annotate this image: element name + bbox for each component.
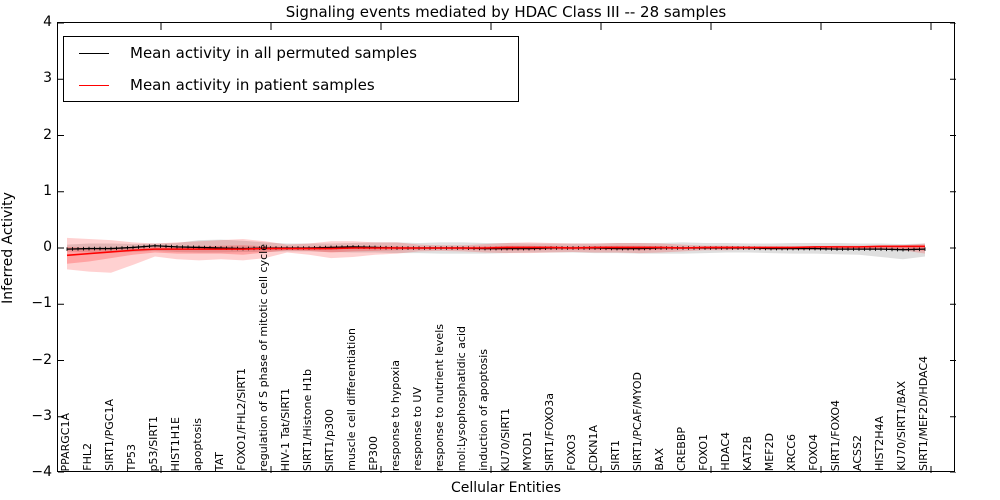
entity-label: SIRT1/PCAF/MYOD: [631, 371, 644, 471]
entity-label: muscle cell differentiation: [345, 328, 358, 471]
entity-label: SIRT1/MEF2D/HDAC4: [917, 356, 930, 471]
entity-label: SIRT1: [609, 440, 622, 471]
y-tick-label: 3: [43, 70, 52, 87]
legend-label: Mean activity in patient samples: [130, 76, 375, 94]
entity-label: MEF2D: [763, 432, 776, 471]
y-tick-label: 4: [43, 14, 52, 30]
entity-label: HIST1H1E: [169, 416, 182, 471]
patient-samples-band-inner: [67, 245, 925, 264]
entity-label: apoptosis: [191, 418, 204, 471]
entity-label: TAT: [213, 451, 226, 471]
entity-label: ACSS2: [851, 435, 864, 471]
entity-label: SIRT1/p300: [323, 408, 336, 471]
entity-label: regulation of S phase of mitotic cell cy…: [257, 243, 270, 471]
legend: Mean activity in all permuted samples Mea…: [63, 36, 519, 102]
legend-entry: Mean activity in patient samples: [64, 69, 518, 101]
entity-label: FOXO3: [565, 434, 578, 471]
y-tick-label: −4: [31, 464, 52, 480]
y-tick-label: −3: [31, 407, 52, 424]
entity-label: induction of apoptosis: [477, 349, 490, 471]
entity-label: XRCC6: [785, 434, 798, 471]
x-axis-label: Cellular Entities: [450, 480, 562, 496]
entity-label: HDAC4: [719, 432, 732, 471]
entity-label: FOXO1: [697, 434, 710, 471]
legend-line-sample: [79, 84, 109, 86]
entity-label: mol:Lysophosphatidic acid: [455, 325, 468, 471]
entity-label: KU70/SIRT1: [499, 407, 512, 471]
legend-line-sample: [79, 52, 109, 54]
legend-entry: Mean activity in all permuted samples: [64, 37, 518, 69]
entity-label: CDKN1A: [587, 424, 600, 471]
entity-label: KU70/SIRT1/BAX: [895, 381, 908, 471]
patient-mean-line: [66, 245, 925, 257]
entity-label: p53/SIRT1: [147, 415, 160, 471]
entity-label: BAX: [653, 448, 666, 471]
plot-canvas: [58, 23, 956, 473]
y-axis-label: Inferred Activity: [0, 192, 16, 304]
entity-label: HIV-1 Tat/SIRT1: [279, 387, 292, 471]
entity-label: SIRT1/FOXO4: [829, 399, 842, 471]
entity-label: CREBBP: [675, 427, 688, 471]
y-tick-label: −1: [31, 295, 52, 312]
legend-label: Mean activity in all permuted samples: [130, 44, 417, 62]
entity-label: FHL2: [81, 443, 94, 471]
entity-label: SIRT1/PGC1A: [103, 399, 116, 471]
y-tick-label: −2: [31, 351, 52, 368]
entity-label: SIRT1/FOXO3a: [543, 392, 556, 471]
entity-label: response to hypoxia: [389, 359, 402, 471]
y-tick-label: 0: [43, 239, 52, 255]
entity-label: HIST2H4A: [873, 415, 886, 471]
entity-label: FOXO4: [807, 434, 820, 471]
entity-label: KAT2B: [741, 436, 754, 471]
entity-label: SIRT1/Histone H1b: [301, 368, 314, 471]
entity-label: FOXO1/FHL2/SIRT1: [235, 368, 248, 471]
y-tick-label: 1: [43, 182, 52, 199]
chart-title: Signaling events mediated by HDAC Class …: [285, 3, 727, 21]
entity-label: EP300: [367, 436, 380, 471]
plot-area: Mean activity in all permuted samples Mea…: [57, 22, 956, 473]
entity-label: MYOD1: [521, 431, 534, 471]
y-tick-label: 2: [43, 126, 52, 143]
entity-label: PPARGC1A: [59, 412, 72, 471]
entity-label: response to UV: [411, 387, 424, 471]
entity-label: TP53: [125, 443, 138, 471]
entity-label: response to nutrient levels: [433, 323, 446, 471]
